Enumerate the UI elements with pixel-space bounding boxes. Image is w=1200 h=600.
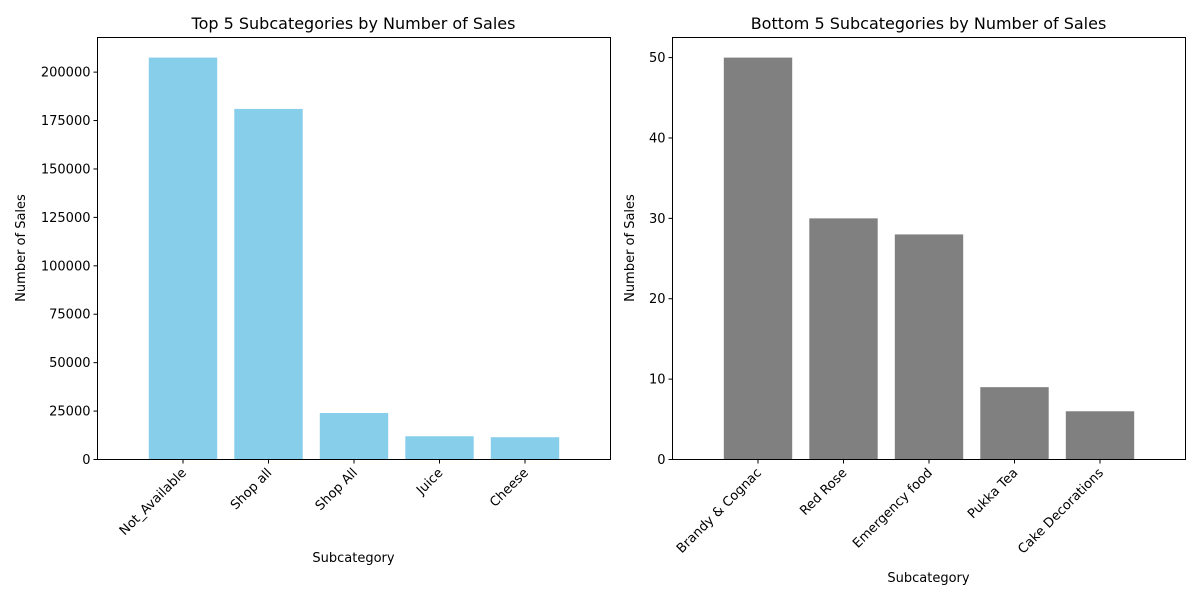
y-tick-label: 25000: [49, 405, 90, 420]
y-tick-label: 20: [649, 292, 666, 307]
y-axis-ticks: 0 10 20 30 40 50: [649, 51, 673, 468]
y-tick-label: 75000: [49, 308, 90, 323]
y-tick-label: 50: [649, 51, 666, 66]
y-tick-label: 150000: [41, 162, 91, 177]
plot-frame: [672, 37, 1186, 460]
bar: [490, 437, 560, 460]
y-tick-label: 0: [657, 453, 665, 468]
y-axis-ticks: 0 25000 50000 75000 100000 125000 150000 175000…: [41, 66, 98, 468]
plot-frame: [97, 37, 611, 460]
y-tick-label: 40: [649, 131, 666, 146]
y-axis-label: Number of Sales: [623, 194, 638, 302]
bar: [894, 234, 964, 460]
bar: [1065, 411, 1135, 460]
bar: [980, 387, 1049, 460]
bar-group: [148, 57, 560, 460]
y-tick-label: 10: [649, 373, 666, 388]
y-tick-label: 50000: [49, 356, 90, 371]
bar: [148, 57, 218, 460]
chart-top-5: Top 5 Subcategories by Number of Sales 0…: [14, 14, 611, 566]
y-tick-label: 0: [82, 453, 90, 468]
bar: [809, 218, 878, 460]
y-tick-label: 100000: [41, 259, 91, 274]
bar-group: [723, 57, 1135, 460]
y-tick-label: 200000: [41, 66, 91, 81]
x-axis-label: Subcategory: [312, 551, 395, 566]
bar: [234, 108, 303, 460]
chart-title: Top 5 Subcategories by Number of Sales: [191, 14, 516, 33]
bar: [405, 436, 474, 460]
y-tick-label: 125000: [41, 211, 91, 226]
chart-title: Bottom 5 Subcategories by Number of Sale…: [751, 14, 1107, 33]
bar: [319, 413, 389, 460]
bar: [723, 57, 793, 460]
y-tick-label: 175000: [41, 114, 91, 129]
y-tick-label: 30: [649, 212, 666, 227]
y-axis-label: Number of Sales: [14, 194, 29, 302]
x-axis-label: Subcategory: [887, 571, 970, 586]
